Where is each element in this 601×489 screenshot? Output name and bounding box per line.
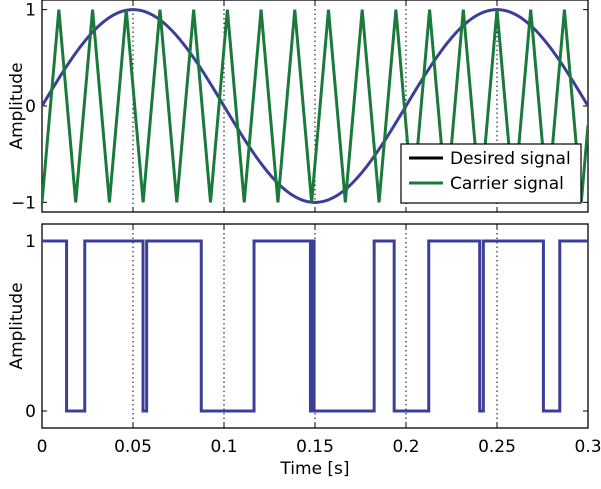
y-tick-label: −1: [11, 193, 36, 213]
bottom-x-tick-labels: 0 0.05 0.1 0.15 0.2 0.25 0.3: [37, 437, 601, 457]
y-tick-label: 0: [25, 97, 36, 117]
x-axis-label: Time [s]: [279, 459, 349, 479]
legend-label-desired: Desired signal: [450, 149, 571, 169]
x-tick-label: 0: [37, 437, 48, 457]
bottom-y-tick-labels: 01: [25, 232, 36, 422]
bottom-y-axis-label: Amplitude: [7, 282, 27, 369]
top-y-tick-labels: −1 0 1: [11, 1, 36, 214]
series-line-pwm-step: [42, 239, 588, 413]
bottom-ticks: [41, 224, 589, 428]
x-tick-label: 0.15: [296, 437, 334, 457]
x-tick-label: 0.05: [114, 437, 152, 457]
top-plot: −1 0 1 Amplitude Desired signal Carrier si…: [7, 0, 589, 214]
series-line-triangle: [42, 9, 588, 203]
top-series: [42, 8, 588, 204]
x-tick-label: 0.2: [392, 437, 419, 457]
bottom-plot: 01 0 0.05 0.1 0.15 0.2 0.25 0.3 Amplitude Time…: [7, 223, 601, 479]
top-y-axis-label: Amplitude: [7, 62, 27, 149]
y-tick-label: 0: [25, 402, 36, 422]
bottom-series: [42, 239, 588, 413]
legend-box: [400, 143, 582, 204]
x-tick-label: 0.25: [478, 437, 516, 457]
x-tick-label: 0.1: [210, 437, 237, 457]
y-tick-label: 1: [25, 1, 36, 21]
legend: Desired signal Carrier signal: [400, 143, 582, 204]
y-tick-label: 1: [25, 232, 36, 252]
legend-label-carrier: Carrier signal: [450, 174, 564, 194]
x-tick-label: 0.3: [574, 437, 601, 457]
